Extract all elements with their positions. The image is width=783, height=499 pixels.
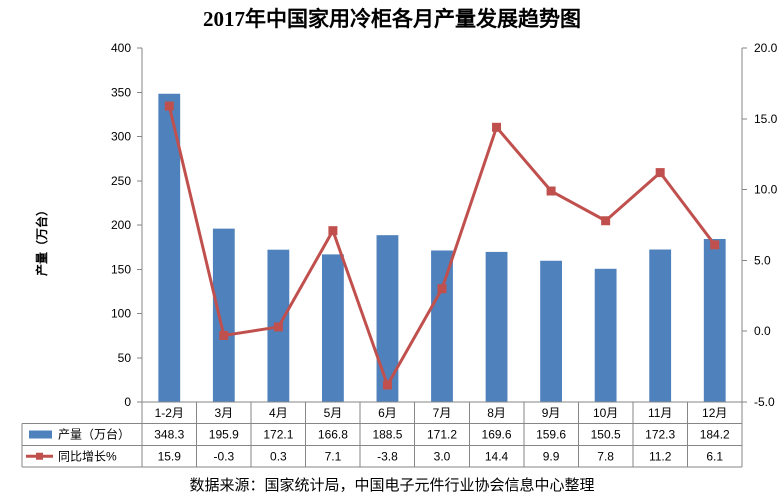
bar bbox=[594, 268, 617, 402]
y-axis-ticks: 0 50 100 150 200 250 300 350 400 bbox=[111, 41, 142, 409]
y-tick-label: 350 bbox=[111, 85, 131, 99]
table-value: 14.4 bbox=[485, 449, 509, 463]
table-value: 7.1 bbox=[325, 449, 342, 463]
category-label: 11月 bbox=[648, 406, 672, 420]
category-label: 1-2月 bbox=[155, 406, 184, 420]
table-value: 0.3 bbox=[270, 449, 287, 463]
chart-title: 2017年中国家用冷柜各月产量发展趋势图 bbox=[203, 7, 581, 31]
y-tick-label: 150 bbox=[111, 262, 131, 276]
bar bbox=[703, 238, 726, 402]
table-value: 184.2 bbox=[700, 428, 730, 442]
y-tick-label: 50 bbox=[118, 351, 132, 365]
line-point bbox=[273, 322, 283, 332]
line-point bbox=[164, 101, 174, 111]
y2-tick-label: 20.0 bbox=[754, 41, 778, 55]
table-value: -0.3 bbox=[213, 449, 234, 463]
line-point bbox=[710, 240, 720, 250]
line-point bbox=[601, 216, 611, 226]
y-tick-label: 250 bbox=[111, 174, 131, 188]
category-label: 7月 bbox=[433, 406, 452, 420]
category-label: 10月 bbox=[593, 406, 618, 420]
category-label: 12月 bbox=[702, 406, 727, 420]
bar bbox=[376, 235, 399, 402]
table-value: 7.8 bbox=[597, 449, 614, 463]
plot-area: 0 50 100 150 200 250 300 350 400 -5.0 0.0 5.0 10.0 1… bbox=[111, 41, 778, 409]
line-point bbox=[382, 380, 392, 390]
y-tick-label: 200 bbox=[111, 218, 131, 232]
table-value: 11.2 bbox=[649, 449, 672, 463]
legend-key-bar bbox=[29, 430, 52, 439]
table-value: 188.5 bbox=[372, 428, 402, 442]
table-value: 3.0 bbox=[434, 449, 451, 463]
y-tick-label: 400 bbox=[111, 41, 131, 55]
table-value: 166.8 bbox=[318, 428, 348, 442]
table-value: 6.1 bbox=[706, 449, 723, 463]
y2-tick-label: -5.0 bbox=[754, 395, 775, 409]
table-value: 169.6 bbox=[482, 428, 512, 442]
bar bbox=[485, 251, 508, 402]
table-value: 15.9 bbox=[158, 449, 182, 463]
table-value: 171.2 bbox=[427, 428, 457, 442]
category-label: 4月 bbox=[269, 406, 288, 420]
bar bbox=[540, 260, 562, 402]
category-label: 6月 bbox=[378, 406, 397, 420]
category-label: 9月 bbox=[542, 406, 561, 420]
category-label: 3月 bbox=[214, 406, 233, 420]
y-tick-label: 0 bbox=[124, 395, 131, 409]
legend-label: 产量（万台） bbox=[58, 427, 130, 442]
line-point bbox=[219, 330, 229, 340]
line-series bbox=[164, 101, 720, 390]
line-point bbox=[655, 168, 665, 178]
y2-axis-ticks: -5.0 0.0 5.0 10.0 15.0 20.0 bbox=[742, 41, 778, 409]
bar bbox=[158, 93, 181, 402]
table-value: 9.9 bbox=[543, 449, 560, 463]
table-value: 172.3 bbox=[645, 428, 675, 442]
y-tick-label: 300 bbox=[111, 130, 131, 144]
legend-label: 同比增长% bbox=[58, 449, 117, 463]
table-value: 172.1 bbox=[263, 428, 293, 442]
y2-tick-label: 15.0 bbox=[754, 112, 778, 126]
table-value: 348.3 bbox=[154, 428, 184, 442]
y-tick-label: 100 bbox=[111, 307, 131, 321]
table-value: -3.8 bbox=[377, 449, 398, 463]
legend-key-marker bbox=[36, 452, 43, 460]
line-point bbox=[546, 186, 556, 196]
source-note: 数据来源：国家统计局，中国电子元件行业协会信息中心整理 bbox=[189, 477, 594, 494]
table-value: 150.5 bbox=[591, 428, 621, 442]
line-point bbox=[437, 284, 447, 294]
category-label: 8月 bbox=[487, 406, 506, 420]
line-point bbox=[492, 122, 502, 132]
y2-tick-label: 10.0 bbox=[754, 183, 778, 197]
category-label: 5月 bbox=[324, 406, 343, 420]
bar-series bbox=[158, 93, 726, 402]
line-point bbox=[328, 226, 338, 236]
y2-tick-label: 5.0 bbox=[754, 253, 771, 267]
bar bbox=[649, 249, 672, 402]
y2-tick-label: 0.0 bbox=[754, 324, 771, 338]
y-axis-title: 产量（万台） bbox=[34, 204, 49, 276]
table-value: 195.9 bbox=[209, 428, 239, 442]
bar bbox=[431, 250, 453, 402]
bar bbox=[322, 254, 344, 402]
table-value: 159.6 bbox=[536, 428, 566, 442]
bar bbox=[212, 228, 235, 402]
